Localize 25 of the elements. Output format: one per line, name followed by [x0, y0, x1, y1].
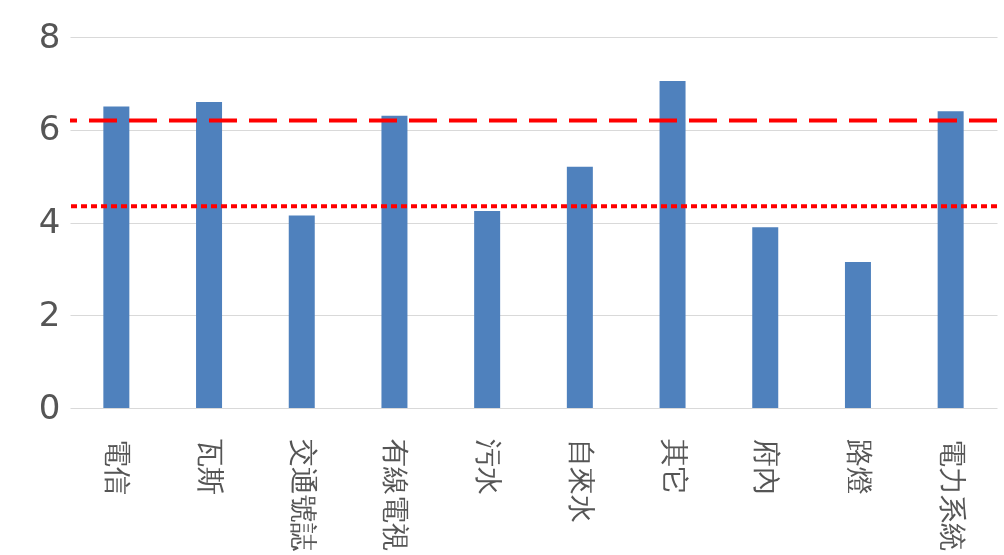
bar [752, 227, 779, 408]
x-tick-label: 交通號誌 [286, 438, 320, 551]
bar [196, 101, 223, 408]
x-tick-label: 路燈 [842, 438, 876, 495]
x-tick-label: 有線電視 [379, 438, 413, 551]
x-tick-label: 其它 [657, 438, 691, 495]
bar [103, 106, 130, 408]
bar [381, 115, 408, 408]
y-tick-label: 8 [38, 15, 61, 56]
x-tick-label: 污水 [472, 438, 506, 495]
y-tick-label: 6 [38, 108, 61, 149]
x-tick-label: 府內 [750, 438, 784, 495]
bar [566, 166, 593, 408]
bar [937, 111, 964, 408]
bar [288, 215, 315, 408]
bar [474, 210, 501, 408]
x-tick-label: 瓦斯 [194, 438, 228, 495]
y-tick-label: 0 [38, 386, 61, 427]
y-tick-label: 2 [38, 293, 61, 334]
bar [844, 261, 871, 408]
x-tick-label: 電信 [101, 438, 135, 495]
bar [659, 81, 686, 408]
x-tick-label: 電力系統 [935, 438, 969, 551]
y-tick-label: 4 [38, 201, 61, 241]
x-tick-label: 自來水 [564, 438, 598, 523]
